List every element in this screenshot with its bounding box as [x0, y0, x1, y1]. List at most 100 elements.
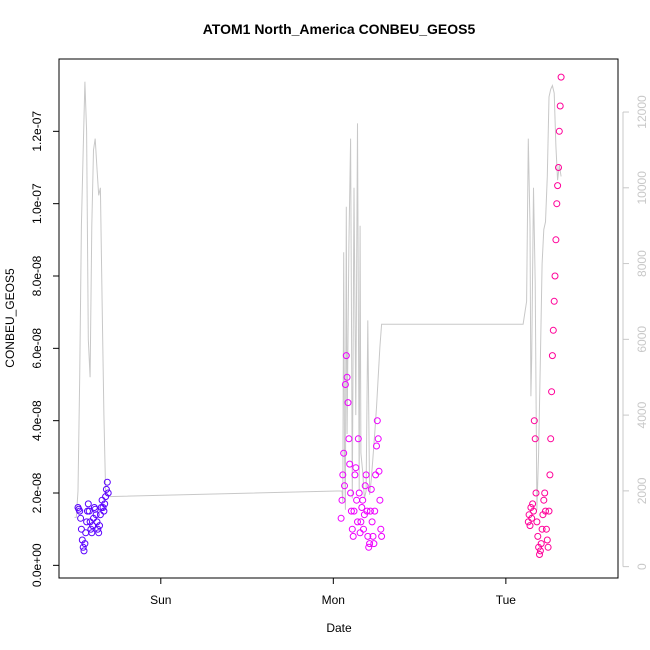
- data-point-series-2: [346, 460, 354, 468]
- data-point-series-1: [83, 518, 91, 526]
- y2-tick-label: 0: [635, 563, 649, 570]
- data-point-series-1: [101, 500, 109, 508]
- data-point-series-2: [378, 532, 386, 540]
- data-point-series-2: [353, 496, 361, 504]
- data-point-series-2: [349, 532, 357, 540]
- data-point-series-3: [536, 551, 543, 558]
- x-tick-label: Tue: [496, 593, 517, 607]
- data-point-series-2: [354, 435, 362, 443]
- y-tick-label: 8.0e-08: [30, 255, 44, 296]
- data-point-series-2: [356, 529, 364, 537]
- data-point-series-2: [341, 381, 349, 388]
- data-point-series-2: [351, 471, 359, 479]
- y2-axis: 0 2000 4000 6000 8000 10000 12000: [622, 95, 649, 570]
- y2-tick-label: 2000: [635, 477, 649, 504]
- data-point-series-1: [84, 500, 92, 508]
- data-point-series-1: [100, 507, 108, 515]
- data-point-series-2: [355, 489, 363, 497]
- data-point-series-3: [554, 182, 562, 190]
- x-axis: Sun Mon Tue: [150, 578, 516, 607]
- data-point-series-3: [544, 543, 552, 551]
- data-point-series-1: [99, 504, 107, 511]
- data-point-series-3: [529, 500, 537, 508]
- data-point-series-3: [551, 272, 559, 280]
- data-points-layer: [74, 73, 565, 558]
- data-point-series-2: [345, 435, 353, 443]
- data-point-series-2: [340, 449, 348, 457]
- y-axis-label: CONBEU_GEOS5: [3, 268, 17, 368]
- data-point-series-2: [348, 525, 356, 533]
- altitude-line-layer: [74, 81, 562, 518]
- data-point-series-2: [341, 482, 348, 490]
- data-point-series-3: [542, 525, 550, 533]
- data-point-series-2: [365, 543, 373, 551]
- data-point-series-2: [361, 482, 369, 490]
- y2-tick-label: 4000: [635, 401, 649, 428]
- data-point-series-2: [342, 352, 350, 360]
- data-point-series-3: [526, 522, 534, 530]
- data-point-series-1: [79, 543, 87, 551]
- data-point-series-3: [549, 326, 557, 334]
- y2-tick-label: 6000: [635, 326, 649, 353]
- data-point-series-1: [104, 489, 112, 497]
- data-point-series-2: [377, 525, 385, 533]
- data-point-series-2: [354, 518, 361, 526]
- y-tick-label: 1.2e-07: [30, 111, 44, 152]
- x-tick-label: Sun: [150, 593, 171, 607]
- y-tick-label: 4.0e-08: [30, 400, 44, 441]
- data-point-series-1: [77, 514, 85, 522]
- data-point-series-2: [370, 540, 378, 548]
- data-point-series-2: [373, 442, 380, 450]
- data-point-series-2: [350, 507, 358, 515]
- y-tick-label: 1.0e-07: [30, 183, 44, 224]
- y2-tick-label: 10000: [635, 171, 649, 205]
- data-point-series-2: [338, 496, 346, 504]
- data-point-series-3: [530, 507, 537, 515]
- data-point-series-3: [548, 388, 556, 396]
- data-point-series-2: [339, 471, 347, 479]
- data-point-series-3: [530, 417, 538, 425]
- data-point-series-2: [366, 540, 374, 548]
- data-point-series-3: [555, 127, 563, 135]
- data-point-series-2: [337, 514, 345, 522]
- data-point-series-1: [77, 525, 85, 533]
- data-point-series-1: [103, 478, 111, 486]
- data-point-series-2: [374, 435, 382, 443]
- data-point-series-3: [550, 297, 558, 305]
- data-point-series-3: [543, 536, 551, 544]
- data-point-series-2: [360, 525, 367, 533]
- data-point-series-3: [552, 236, 560, 244]
- data-point-series-2: [369, 532, 377, 540]
- data-point-series-3: [542, 507, 549, 515]
- data-point-series-2: [358, 504, 366, 511]
- data-point-series-2: [375, 467, 383, 475]
- y-tick-label: 2.0e-08: [30, 472, 44, 513]
- data-point-series-3: [531, 435, 539, 443]
- x-axis-label: Date: [326, 621, 352, 635]
- data-point-series-2: [352, 464, 360, 472]
- y-axis: 0.0e+00 2.0e-08 4.0e-08 6.0e-08 8.0e-08 1.0e-…: [30, 111, 59, 587]
- y2-tick-label: 12000: [635, 95, 649, 129]
- y-tick-label: 6.0e-08: [30, 328, 44, 369]
- data-point-series-3: [556, 102, 564, 110]
- data-point-series-2: [363, 507, 371, 515]
- data-point-series-3: [547, 435, 555, 443]
- data-point-series-2: [368, 518, 376, 526]
- data-point-series-1: [96, 511, 104, 519]
- data-point-series-3: [538, 525, 546, 533]
- data-point-series-1: [81, 540, 89, 548]
- data-point-series-3: [553, 200, 561, 208]
- data-point-series-1: [88, 529, 96, 537]
- chart-title: ATOM1 North_America CONBEU_GEOS5: [203, 21, 476, 37]
- data-point-series-1: [80, 547, 88, 555]
- data-point-series-2: [343, 373, 351, 381]
- data-point-series-3: [557, 73, 565, 81]
- data-point-series-2: [364, 532, 372, 540]
- data-point-series-2: [372, 471, 380, 479]
- data-point-series-3: [534, 532, 542, 540]
- data-point-series-3: [537, 540, 545, 548]
- plot-frame: [58, 58, 619, 579]
- data-point-series-1: [94, 525, 102, 533]
- data-point-series-1: [95, 529, 103, 537]
